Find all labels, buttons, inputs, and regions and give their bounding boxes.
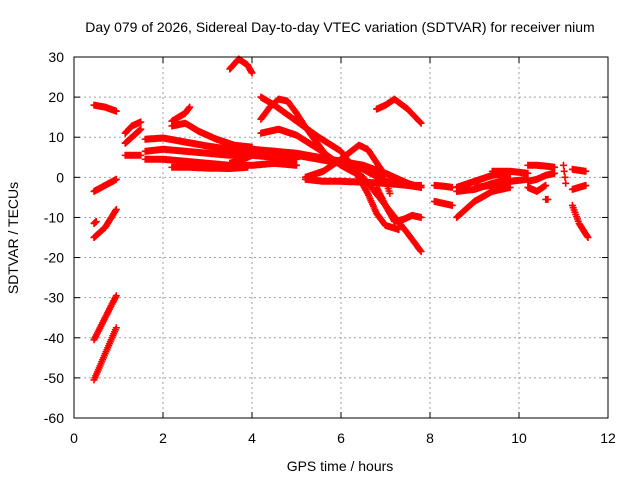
y-tick-label: 0 [56, 169, 64, 185]
plus-marker-track [560, 161, 570, 187]
series-track-30 [453, 183, 514, 221]
series-track-01 [90, 324, 120, 384]
series-track-03 [90, 205, 120, 241]
plus-marker-track [168, 103, 194, 125]
plus-marker-track [257, 125, 425, 255]
plus-marker-track [524, 169, 559, 185]
series-track-15 [168, 163, 252, 172]
series-track-07 [121, 125, 145, 147]
series-track-24 [373, 183, 425, 225]
series-track-09 [121, 151, 145, 159]
plus-marker-track [373, 95, 425, 127]
plus-marker-track [90, 101, 120, 115]
plus-marker-track [488, 167, 532, 177]
plus-marker-track [90, 175, 120, 195]
series-track-04 [90, 175, 120, 195]
plus-marker-track [90, 218, 100, 227]
x-tick-label: 2 [159, 430, 167, 446]
y-tick-label: -10 [44, 209, 64, 225]
series-track-06 [90, 218, 100, 227]
plus-marker-track [430, 197, 456, 209]
series-track-33 [524, 161, 559, 171]
plus-marker-track [568, 181, 590, 193]
series-track-14 [168, 103, 194, 125]
y-tick-label: 10 [48, 129, 64, 145]
y-tick-labels: -60 -50 -40 -30 -20 -10 0 10 20 30 [44, 49, 64, 426]
series-track-35 [524, 181, 550, 195]
plus-marker-track [471, 175, 532, 191]
series-track-05 [90, 101, 120, 115]
plus-marker-track [121, 118, 145, 137]
plus-marker-track [121, 125, 145, 147]
y-tick-label: 30 [48, 49, 64, 65]
series-track-34 [524, 169, 559, 185]
plus-marker-track [90, 292, 120, 344]
plus-marker-track [301, 175, 425, 189]
grid-lines [74, 57, 608, 418]
series-track-23 [301, 175, 425, 189]
plus-marker-track [542, 195, 552, 203]
x-tick-label: 6 [337, 430, 345, 446]
plus-marker-track [168, 163, 252, 172]
series-track-36 [542, 195, 552, 203]
plus-marker-track [90, 205, 120, 241]
y-tick-label: -30 [44, 290, 64, 306]
series-track-40 [568, 181, 590, 193]
y-tick-label: -20 [44, 250, 64, 266]
plus-marker-track [90, 324, 120, 384]
y-axis-label: SDTVAR / TECUs [5, 182, 21, 294]
series-track-26 [430, 181, 456, 191]
series-track-27 [430, 197, 456, 209]
series-track-21 [257, 125, 425, 255]
y-tick-label: -60 [44, 410, 64, 426]
series-track-38 [568, 201, 592, 241]
plus-marker-track [226, 55, 256, 77]
y-tick-label: -50 [44, 370, 64, 386]
series-track-25 [373, 95, 425, 127]
y-tick-label: 20 [48, 89, 64, 105]
plus-marker-track [453, 183, 514, 221]
y-tick-label: -40 [44, 330, 64, 346]
x-axis-label: GPS time / hours [287, 458, 394, 474]
series-track-02 [90, 292, 120, 344]
x-tick-labels: 0 2 4 6 8 10 12 [70, 430, 616, 446]
plus-marker-track [430, 181, 456, 191]
plus-marker-track [121, 151, 145, 159]
chart-title: Day 079 of 2026, Sidereal Day-to-day VTE… [85, 19, 594, 35]
x-tick-label: 0 [70, 430, 78, 446]
series-track-08 [121, 118, 145, 137]
series-track-32 [488, 167, 532, 177]
data-points [90, 55, 592, 384]
x-tick-label: 12 [600, 430, 616, 446]
plus-marker-track [524, 161, 559, 171]
plus-marker-track [568, 165, 590, 175]
series-track-39 [568, 165, 590, 175]
x-tick-label: 4 [248, 430, 256, 446]
x-tick-label: 8 [426, 430, 434, 446]
plus-marker-track [373, 183, 425, 225]
series-track-37 [560, 161, 570, 187]
x-tick-label: 10 [511, 430, 527, 446]
plus-marker-track [568, 201, 592, 241]
series-track-31 [471, 175, 532, 191]
plot-frame [73, 56, 609, 419]
series-track-16 [226, 55, 256, 77]
plus-marker-track [524, 181, 550, 195]
